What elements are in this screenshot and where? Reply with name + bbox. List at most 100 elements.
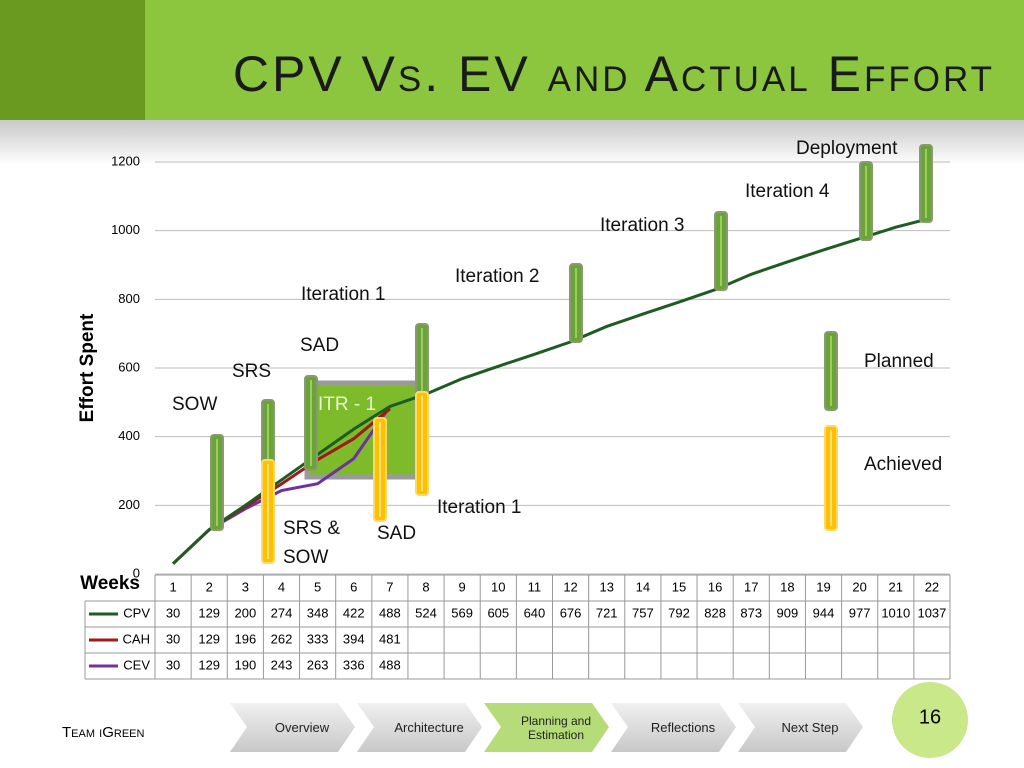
table-value: 200 [234, 605, 256, 620]
table-value: 721 [596, 605, 618, 620]
table-value: 757 [632, 605, 654, 620]
y-tick-label: 1000 [111, 222, 140, 237]
table-value: 873 [740, 605, 762, 620]
table-value: 30 [166, 631, 180, 646]
team-name: Team iGreen [62, 724, 145, 741]
table-value: 30 [166, 605, 180, 620]
legend-label: CEV [123, 657, 150, 672]
x-tick-label: 6 [350, 579, 357, 594]
y-tick-label: 0 [133, 565, 140, 580]
table-value: 792 [668, 605, 690, 620]
header-shadow [0, 120, 1024, 165]
nav-label: Architecture [394, 720, 464, 735]
x-tick-label: 2 [206, 579, 213, 594]
table-value: 243 [271, 657, 293, 672]
x-tick-label: 16 [708, 579, 722, 594]
series-line [172, 216, 933, 565]
table-value: 394 [343, 631, 365, 646]
table-value: 1037 [917, 605, 946, 620]
y-tick-label: 400 [118, 428, 140, 443]
x-tick-label: 17 [744, 579, 758, 594]
slide-title: CPV Vs. EV and Actual Effort [233, 46, 995, 102]
x-tick-label: 22 [925, 579, 939, 594]
nav-chevron[interactable] [484, 703, 609, 752]
table-value: 977 [849, 605, 871, 620]
table-value: 262 [271, 631, 293, 646]
x-tick-label: 7 [386, 579, 393, 594]
table-value: 640 [524, 605, 546, 620]
legend-label: CPV [123, 605, 150, 620]
nav-label: Reflections [650, 720, 716, 735]
table-value: 333 [307, 631, 329, 646]
annotation: SOW [172, 394, 218, 415]
x-tick-label: 5 [314, 579, 321, 594]
nav-chevron[interactable] [230, 703, 355, 752]
x-tick-label: 3 [242, 579, 249, 594]
annotation: SAD [377, 523, 417, 544]
table-value: 336 [343, 657, 365, 672]
annotation: Iteration 1 [301, 284, 386, 305]
y-tick-label: 200 [118, 497, 140, 512]
y-tick-label: 1200 [111, 153, 140, 168]
x-tick-label: 13 [599, 579, 613, 594]
x-tick-label: 18 [780, 579, 794, 594]
y-tick-label: 600 [118, 359, 140, 374]
x-tick-label: 8 [422, 579, 429, 594]
table-value: 129 [198, 657, 220, 672]
annotation: SRS & SOW [283, 518, 341, 568]
table-value: 481 [379, 631, 401, 646]
x-tick-label: 1 [169, 579, 176, 594]
table-value: 676 [560, 605, 582, 620]
table-value: 569 [451, 605, 473, 620]
table-value: 605 [487, 605, 509, 620]
nav-label: Overview [274, 720, 330, 735]
x-tick-label: 9 [459, 579, 466, 594]
x-tick-label: 11 [528, 579, 542, 594]
header-block [0, 0, 145, 120]
nav-label: Planning and Estimation [520, 713, 592, 742]
nav-chevron[interactable] [357, 703, 482, 752]
annotation: Iteration 3 [600, 215, 685, 236]
x-tick-label: 15 [672, 579, 686, 594]
nav-chevron[interactable] [738, 703, 863, 752]
x-tick-label: 12 [563, 579, 577, 594]
annotation: Achieved [864, 454, 943, 475]
x-tick-label: 14 [636, 579, 650, 594]
nav-chevron[interactable] [611, 703, 736, 752]
annotation: Iteration 1 [437, 497, 522, 518]
table-value: 274 [271, 605, 293, 620]
table-value: 524 [415, 605, 437, 620]
header-bar [0, 0, 1024, 120]
x-tick-label: 21 [889, 579, 903, 594]
grid: 0 200 400 600 800 1000 1200 [111, 153, 950, 580]
annotation: ITR - 1 [318, 394, 377, 415]
nav-label: Next Step [781, 720, 839, 735]
table-value: 196 [234, 631, 256, 646]
table-value: 488 [379, 657, 401, 672]
table-value: 488 [379, 605, 401, 620]
annotation: Deployment [796, 138, 898, 159]
table-value: 30 [166, 657, 180, 672]
navigation [230, 703, 863, 752]
y-axis-title: Effort Spent [77, 313, 98, 422]
annotation: Iteration 2 [455, 266, 540, 287]
table-value: 1010 [881, 605, 910, 620]
table-value: 263 [307, 657, 329, 672]
table-value: 190 [234, 657, 256, 672]
annotation: SRS [232, 361, 272, 382]
x-tick-label: 19 [816, 579, 830, 594]
annotation: Planned [864, 351, 934, 372]
table-value: 422 [343, 605, 365, 620]
page-badge [892, 682, 968, 758]
phase-markers [210, 144, 933, 564]
table-value: 129 [198, 605, 220, 620]
table-value: 944 [813, 605, 835, 620]
table-value: 348 [307, 605, 329, 620]
annotation: Iteration 4 [745, 181, 830, 202]
x-axis-title: Weeks [80, 573, 140, 594]
y-tick-label: 800 [118, 291, 140, 306]
x-tick-label: 4 [278, 579, 285, 594]
